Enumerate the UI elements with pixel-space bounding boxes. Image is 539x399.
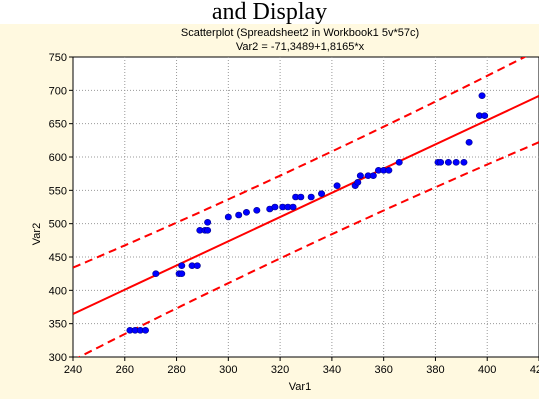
data-point-13 xyxy=(204,219,212,226)
x-tick-label-320: 320 xyxy=(271,364,289,376)
y-tick-label-650: 650 xyxy=(49,119,67,131)
data-point-12 xyxy=(204,227,212,234)
x-tick-label-380: 380 xyxy=(426,364,444,376)
confidence-bands xyxy=(73,57,539,357)
data-point-17 xyxy=(253,207,261,214)
y-tick-label-450: 450 xyxy=(49,252,67,264)
y-tick-label-400: 400 xyxy=(49,285,67,297)
y-axis-label: Var2 xyxy=(31,223,43,245)
y-tick-label-550: 550 xyxy=(49,185,67,197)
data-point-25 xyxy=(307,193,315,201)
x-axis-ticks: 240 260 280 300 320 340 360 380 400 420 xyxy=(64,357,539,376)
data-point-36 xyxy=(395,159,403,166)
data-point-39 xyxy=(444,159,452,166)
data-point-3 xyxy=(141,327,149,334)
data-point-15 xyxy=(235,211,243,219)
data-point-24 xyxy=(297,193,305,201)
page-title: and Display xyxy=(211,0,328,24)
x-tick-label-340: 340 xyxy=(323,364,341,376)
x-tick-label-360: 360 xyxy=(374,364,392,376)
data-point-32 xyxy=(369,172,377,179)
plot-area xyxy=(72,56,539,358)
y-axis-ticks: 300 350 400 450 500 550 600 650 700 750 xyxy=(49,52,73,364)
y-tick-label-600: 600 xyxy=(49,152,67,164)
y-tick-label-500: 500 xyxy=(49,219,67,231)
data-point-4 xyxy=(152,270,160,277)
data-point-42 xyxy=(465,139,473,146)
chart-title: Scatterplot (Spreadsheet2 in Workbook1 5… xyxy=(181,27,419,39)
data-points xyxy=(126,92,489,334)
data-point-7 xyxy=(178,262,186,269)
data-point-9 xyxy=(193,262,201,269)
data-point-22 xyxy=(289,203,297,211)
x-tick-label-260: 260 xyxy=(116,364,134,376)
y-tick-label-350: 350 xyxy=(49,319,67,331)
data-point-14 xyxy=(224,213,232,221)
y-tick-label-300: 300 xyxy=(49,352,67,364)
chart-subtitle: Var2 = -71,3489+1,8165*x xyxy=(236,41,365,53)
data-point-27 xyxy=(333,182,341,189)
x-tick-label-300: 300 xyxy=(219,364,237,376)
x-tick-label-240: 240 xyxy=(64,364,82,376)
fit-line xyxy=(73,95,539,315)
scatterplot-svg: 240 260 280 300 320 340 360 380 400 420 300 350 400… xyxy=(31,27,539,393)
lower-confidence-band xyxy=(77,141,539,357)
data-point-30 xyxy=(356,172,364,179)
y-tick-label-750: 750 xyxy=(49,52,67,64)
data-point-35 xyxy=(385,167,393,174)
data-point-44 xyxy=(481,112,489,119)
data-point-29 xyxy=(354,179,362,186)
data-point-38 xyxy=(437,159,445,166)
y-tick-label-700: 700 xyxy=(49,85,67,97)
x-axis-label: Var1 xyxy=(289,381,311,393)
x-tick-label-400: 400 xyxy=(478,364,496,376)
regression-line xyxy=(73,95,539,315)
data-point-40 xyxy=(452,159,460,166)
data-point-19 xyxy=(271,203,279,211)
data-point-41 xyxy=(460,159,468,166)
upper-confidence-band xyxy=(73,57,527,269)
data-point-45 xyxy=(478,92,486,99)
chart-figure: 240 260 280 300 320 340 360 380 400 420 300 350 400… xyxy=(0,24,539,399)
data-point-6 xyxy=(178,270,186,277)
data-point-16 xyxy=(242,209,250,216)
data-point-26 xyxy=(318,190,326,197)
x-tick-label-280: 280 xyxy=(167,364,185,376)
x-tick-label-420: 420 xyxy=(530,364,539,376)
